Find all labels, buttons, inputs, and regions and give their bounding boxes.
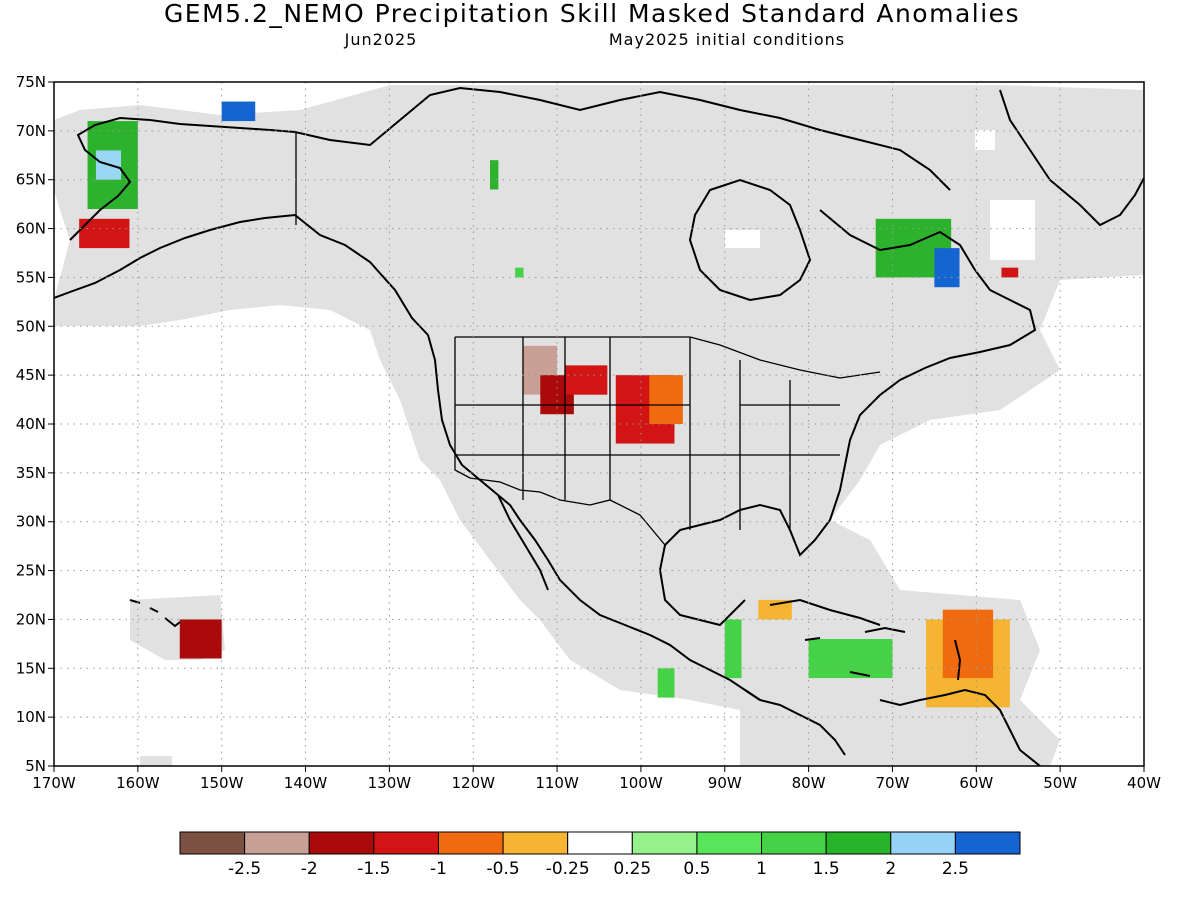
lat-tick-label: 35N	[16, 464, 46, 482]
lat-tick-label: 50N	[16, 317, 46, 335]
anomaly-hawaii-red	[179, 619, 222, 659]
colorbar-swatch	[761, 831, 827, 855]
anomaly-bering-blue	[221, 101, 256, 122]
lat-tick-label: 75N	[16, 73, 46, 91]
colorbar-swatch	[502, 831, 569, 855]
colorbar-swatch	[244, 831, 310, 855]
caribbean-islands	[129, 598, 962, 681]
mask-gap-1	[975, 130, 995, 150]
map-title: GEM5.2_NEMO Precipitation Skill Masked S…	[164, 0, 1020, 28]
colorbar-swatch	[373, 831, 439, 855]
lat-tick-label: 20N	[16, 610, 46, 628]
anomaly-layer	[79, 101, 1019, 708]
lon-tick-label: 80W	[792, 774, 826, 792]
lon-tick-label: 150W	[200, 774, 244, 792]
colorbar-label: 0.25	[613, 859, 651, 879]
lat-tick-label: 40N	[16, 415, 46, 433]
forecast-month: Jun2025	[344, 30, 418, 49]
skill-mask	[54, 85, 1144, 766]
colorbar-label: 2	[885, 859, 896, 879]
colorbar-swatch	[631, 831, 698, 855]
lon-tick-label: 100W	[619, 774, 663, 792]
lon-tick-label: 130W	[368, 774, 412, 792]
colorbar-swatch	[696, 831, 763, 855]
anomaly-labrador-blue	[934, 248, 960, 288]
colorbar: -2.5 -2 -1.5 -1 -0.5 -0.25 0.25 0.5 1 1.5 2 2.5	[179, 831, 1021, 879]
anomaly-cuba-orange	[758, 599, 792, 620]
colorbar-swatch	[954, 831, 1021, 855]
anomaly-mexico-green	[724, 619, 742, 679]
anomaly-hudson-green	[490, 160, 499, 190]
anomaly-plains-orange	[649, 375, 683, 424]
lat-tick-label: 70N	[16, 122, 46, 140]
colorbar-label: 1	[756, 859, 767, 879]
land-mask-0	[54, 85, 1144, 766]
colorbar-label: 2.5	[942, 859, 969, 879]
lat-tick-label: 60N	[16, 220, 46, 238]
colorbar-label: -1	[430, 859, 447, 879]
colorbar-swatch	[179, 831, 246, 855]
lon-axis: 170W 160W 150W 140W 130W 120W 110W 100W 90W 80W 70…	[32, 766, 1161, 792]
lat-tick-label: 10N	[16, 708, 46, 726]
lon-tick-label: 110W	[535, 774, 579, 792]
lat-axis: 5N 10N 15N 20N 25N 30N 35N 40N 45N 50N 55N 60N 65N 70…	[16, 73, 54, 775]
colorbar-label: -2.5	[228, 859, 261, 879]
lon-tick-label: 140W	[284, 774, 328, 792]
lon-tick-label: 50W	[1043, 774, 1077, 792]
lon-tick-label: 60W	[959, 774, 993, 792]
anomaly-hudson-small	[515, 267, 524, 278]
lon-tick-label: 160W	[116, 774, 160, 792]
land-mask-2	[140, 756, 172, 766]
mask-gap-0	[725, 230, 760, 248]
colorbar-swatch	[308, 831, 375, 855]
colorbar-label: -0.25	[546, 859, 590, 879]
mask-gap-2	[990, 200, 1035, 260]
lat-tick-label: 55N	[16, 268, 46, 286]
lon-tick-label: 70W	[876, 774, 910, 792]
colorbar-label: 1.5	[813, 859, 840, 879]
lat-tick-label: 45N	[16, 366, 46, 384]
anomaly-central-green	[657, 668, 675, 698]
lon-tick-label: 40W	[1127, 774, 1161, 792]
state-borders	[295, 132, 881, 546]
colorbar-swatch	[437, 831, 504, 855]
initial-conditions: May2025 initial conditions	[609, 30, 845, 49]
lon-tick-label: 170W	[32, 774, 76, 792]
colorbar-label: -2	[301, 859, 318, 879]
lat-tick-label: 15N	[16, 659, 46, 677]
lon-tick-label: 120W	[451, 774, 495, 792]
colorbar-label: 0.5	[683, 859, 710, 879]
anomaly-newfoundland	[1001, 267, 1019, 278]
lat-tick-label: 30N	[16, 513, 46, 531]
colorbar-label: -0.5	[486, 859, 519, 879]
lon-tick-label: 90W	[708, 774, 742, 792]
anomaly-wyoming-red	[565, 365, 608, 395]
lat-tick-label: 25N	[16, 562, 46, 580]
colorbar-swatch	[567, 831, 633, 855]
colorbar-swatch	[890, 831, 956, 855]
map-panel	[53, 81, 1145, 767]
lat-tick-label: 65N	[16, 171, 46, 189]
lat-tick-label: 5N	[25, 757, 46, 775]
colorbar-label: -1.5	[357, 859, 390, 879]
colorbar-swatch	[825, 831, 892, 855]
anomaly-antilles-red	[942, 609, 994, 679]
